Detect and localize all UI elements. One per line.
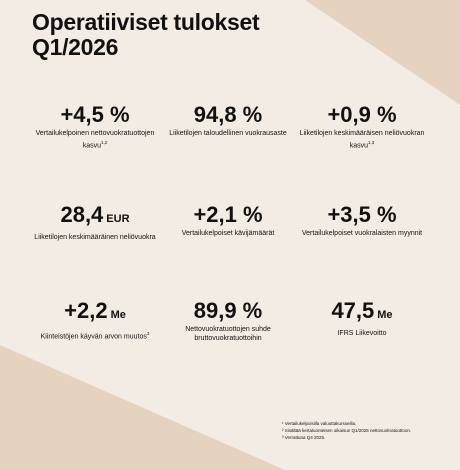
kpi-value-row: 28,4 EUR xyxy=(30,202,160,232)
kpi-value-row: 47,5 Me xyxy=(297,298,427,328)
kpi: +2,2 Me Kiinteistöjen käyvän arvon muutos3 xyxy=(30,298,160,341)
kpi-value: +0,9 % xyxy=(327,102,397,127)
corner-shape xyxy=(0,345,285,470)
kpi: 47,5 Me IFRS Liikevoitto xyxy=(297,298,427,338)
kpi-label: Liiketilojen keskimääräisen neliövuokran… xyxy=(299,130,425,150)
kpi-value-row: +2,1 % xyxy=(163,202,293,228)
footnote: ³ Verrattuna Q4 2025. xyxy=(282,435,326,440)
kpi-value: +3,5 % xyxy=(327,202,397,227)
kpi: 94,8 % Liiketilojen taloudellinen vuokrau… xyxy=(163,102,293,138)
kpi-note: 3 xyxy=(146,331,150,336)
kpi-label-row: Liiketilojen keskimääräinen neliövuokra xyxy=(30,233,160,242)
kpi-value: 94,8 % xyxy=(193,102,263,127)
kpi-value-row: 94,8 % xyxy=(163,102,293,128)
kpi-label-row: Vertailukelpoiset kävijämäärät xyxy=(163,229,293,238)
kpi-value-row: +3,5 % xyxy=(297,202,427,228)
title-line: Operatiiviset tulokset xyxy=(32,9,260,35)
kpi-label: IFRS Liikevoitto xyxy=(337,330,387,337)
title-line: Q1/2026 xyxy=(32,34,119,60)
kpi-label: Kiinteistöjen käyvän arvon muutos xyxy=(40,333,147,341)
kpi-label: Liiketilojen keskimääräinen neliövuokra xyxy=(34,234,156,241)
kpi-unit: Me xyxy=(110,309,126,321)
kpi-value-row: +2,2 Me xyxy=(30,298,160,328)
footnote: ¹ Vertailukelpoisilla valuuttakursseilla… xyxy=(282,421,357,426)
kpi-label: Nettovuokratuottojen suhde bruttovuokrat… xyxy=(185,326,271,342)
kpi-label-row: Vertailukelpoinen nettovuokratuottojen k… xyxy=(30,129,160,150)
kpi: +4,5 % Vertailukelpoinen nettovuokratuott… xyxy=(30,102,160,150)
kpi-value: +4,5 % xyxy=(60,102,130,127)
kpi-label: Vertailukelpoiset kävijämäärät xyxy=(181,230,275,237)
kpi-note: 1,2 xyxy=(101,140,108,145)
kpi-label-row: Vertailukelpoiset vuokralaisten myynnit xyxy=(297,229,427,238)
kpi-value-row: +4,5 % xyxy=(30,102,160,128)
kpi-value: 47,5 xyxy=(331,298,375,323)
kpi-value-row: +0,9 % xyxy=(297,102,427,128)
kpi-value: +2,2 xyxy=(64,298,108,323)
kpi-label-row: Liiketilojen keskimääräisen neliövuokran… xyxy=(297,129,427,150)
kpi-label-row: Nettovuokratuottojen suhde bruttovuokrat… xyxy=(163,325,293,343)
kpi-label-row: IFRS Liikevoitto xyxy=(297,329,427,338)
kpi-label-row: Liiketilojen taloudellinen vuokrausaste xyxy=(163,129,293,138)
kpi-value-row: 89,9 % xyxy=(163,298,293,324)
kpi-value: +2,1 % xyxy=(193,202,263,227)
kpi-label-row: Kiinteistöjen käyvän arvon muutos3 xyxy=(30,329,160,341)
title: Operatiiviset tulokset Q1/2026 xyxy=(32,9,260,60)
kpi-unit: EUR xyxy=(106,213,130,225)
kpi-note: 1,3 xyxy=(368,140,375,145)
kpi-value: 89,9 % xyxy=(193,298,263,323)
kpi: 28,4 EUR Liiketilojen keskimääräinen neliö… xyxy=(30,202,160,242)
kpi-label: Liiketilojen taloudellinen vuokrausaste xyxy=(169,130,287,137)
kpi-label: Vertailukelpoiset vuokralaisten myynnit xyxy=(301,230,423,237)
kpi: +2,1 % Vertailukelpoiset kävijämäärät xyxy=(163,202,293,238)
kpi: +0,9 % Liiketilojen keskimääräisen neliöv… xyxy=(297,102,427,150)
footnote: ² Sisältää kertaluonteisen oikaisun Q1/2… xyxy=(282,428,412,433)
kpi-label: Vertailukelpoinen nettovuokratuottojen k… xyxy=(35,130,155,150)
kpi-value: 28,4 xyxy=(60,202,104,227)
kpi: +3,5 % Vertailukelpoiset vuokralaisten my… xyxy=(297,202,427,238)
kpi-unit: Me xyxy=(377,309,393,321)
corner-shape xyxy=(305,0,460,105)
kpi: 89,9 % Nettovuokratuottojen suhde bruttov… xyxy=(163,298,293,343)
footnotes: ¹ Vertailukelpoisilla valuuttakursseilla… xyxy=(282,420,411,441)
